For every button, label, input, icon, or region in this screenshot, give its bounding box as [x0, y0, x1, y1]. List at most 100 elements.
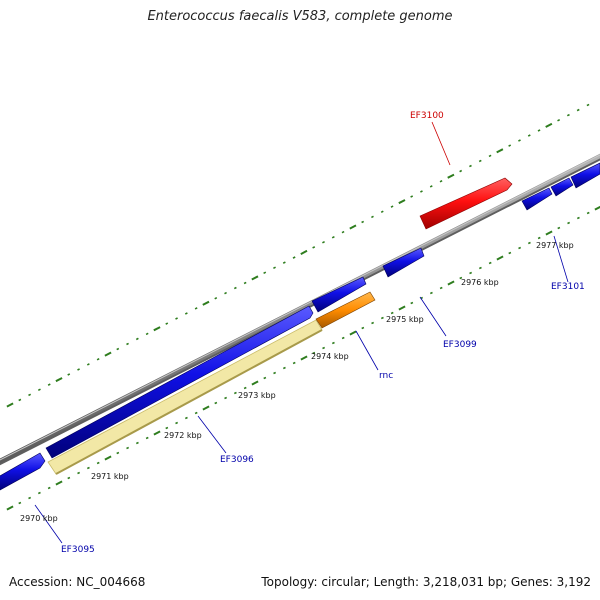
- inner-ring-tick: [251, 380, 259, 386]
- outer-ring-tick: [77, 368, 80, 371]
- inner-ring-tick: [184, 416, 188, 420]
- outer-ring-tick: [488, 154, 492, 158]
- gene-ef3096-arrow[interactable]: [45, 305, 314, 459]
- gene-ef3101-arrow-a[interactable]: [521, 187, 553, 211]
- inner-ring-tick: [126, 446, 130, 450]
- scale-label-2974: 2974 kbp: [311, 352, 349, 361]
- highlight-band-edge: [55, 329, 323, 475]
- leader-ef3100: [431, 121, 451, 166]
- inner-scale-ticks: [6, 205, 600, 511]
- inner-ring-tick: [55, 480, 63, 486]
- inner-ring-tick: [349, 330, 357, 336]
- highlight-band: [47, 319, 323, 475]
- outer-ring-tick: [67, 373, 71, 376]
- leader-ef3101: [553, 235, 569, 283]
- gene-label-ef3101[interactable]: EF3101: [551, 282, 585, 292]
- outer-ring-tick: [165, 322, 169, 325]
- outer-ring-tick: [273, 266, 276, 270]
- inner-ring-tick: [263, 376, 267, 380]
- scale-labels: 2970 kbp 2971 kbp 2972 kbp 2973 kbp 2974…: [20, 241, 574, 523]
- inner-ring-tick: [447, 280, 455, 286]
- inner-ring-tick: [37, 491, 41, 495]
- inner-ring-tick: [18, 501, 22, 505]
- outer-ring-tick: [86, 363, 90, 366]
- inner-ring-tick: [243, 386, 247, 390]
- outer-ring-tick: [429, 185, 433, 188]
- outer-ring-tick: [202, 300, 210, 306]
- outer-ring-tick: [55, 377, 63, 383]
- inner-ring-tick: [518, 246, 522, 250]
- inner-ring-tick: [557, 226, 561, 230]
- gene-ef3101-arrow-c[interactable]: [570, 162, 600, 189]
- inner-ring-tick: [104, 455, 112, 461]
- inner-ring-tick: [300, 355, 308, 361]
- inner-ring-tick: [273, 371, 277, 375]
- outer-ring-tick: [184, 312, 188, 315]
- gene-ef3100-arrow[interactable]: [419, 177, 513, 230]
- inner-ring-tick: [224, 396, 228, 400]
- gene-label-ef3095[interactable]: EF3095: [61, 545, 95, 555]
- inner-ring-tick: [429, 291, 433, 295]
- inner-ring-tick: [6, 505, 14, 511]
- inner-ring-tick: [390, 311, 394, 315]
- scale-label-2976: 2976 kbp: [461, 278, 499, 287]
- outer-scale-ticks: [6, 103, 590, 408]
- gene-ef3101-arrow-b[interactable]: [550, 177, 574, 197]
- inner-ring-tick: [292, 361, 296, 365]
- scale-label-2977: 2977 kbp: [536, 241, 574, 250]
- outer-ring-tick: [153, 326, 161, 332]
- gene-rnc-arrow[interactable]: [315, 291, 376, 329]
- inner-ring-tick: [28, 496, 32, 500]
- outer-ring-tick: [116, 347, 120, 351]
- outer-ring-tick: [214, 296, 218, 300]
- outer-ring-tick: [576, 108, 580, 112]
- inner-ring-tick: [86, 466, 90, 470]
- outer-ring-tick: [390, 205, 394, 208]
- inner-ring-tick: [576, 216, 580, 220]
- gene-label-rnc[interactable]: rnc: [379, 371, 393, 381]
- leader-ef3099: [419, 296, 447, 337]
- outer-ring-tick: [37, 388, 41, 392]
- inner-ring-tick: [322, 346, 326, 350]
- inner-ring-tick: [202, 405, 210, 411]
- gene-label-ef3099[interactable]: EF3099: [443, 340, 477, 350]
- inner-ring-tick: [47, 486, 51, 490]
- topology-summary: Topology: circular; Length: 3,218,031 bp…: [261, 575, 591, 589]
- scale-label-2971: 2971 kbp: [91, 472, 129, 481]
- outer-ring-tick: [312, 246, 316, 249]
- inner-ring-tick: [594, 205, 600, 211]
- leader-rnc: [355, 330, 379, 371]
- outer-ring-tick: [175, 317, 178, 320]
- outer-ring-tick: [545, 122, 553, 128]
- inner-ring-tick: [312, 351, 316, 355]
- gene-label-ef3100[interactable]: EF3100: [410, 111, 444, 121]
- outer-ring-tick: [145, 332, 149, 336]
- outer-ring-tick: [243, 281, 247, 285]
- inner-ring-tick: [282, 366, 286, 370]
- outer-ring-tick: [410, 195, 414, 198]
- leader-ef3095: [34, 504, 63, 544]
- inner-ring-tick: [469, 271, 473, 275]
- scale-label-2972: 2972 kbp: [164, 431, 202, 440]
- leader-ef3096: [197, 415, 227, 454]
- accession-label: Accession: NC_004668: [9, 575, 146, 589]
- outer-ring-tick: [47, 383, 51, 386]
- inner-ring-tick: [153, 430, 161, 436]
- gene-ef3098-arrow[interactable]: [311, 276, 367, 313]
- genome-backbone: [0, 153, 600, 466]
- gene-ef3095-arrow[interactable]: [0, 452, 46, 491]
- outer-ring-tick: [398, 199, 406, 205]
- gene-label-ef3096[interactable]: EF3096: [220, 455, 254, 465]
- gene-ef3099-arrow[interactable]: [382, 247, 425, 278]
- inner-ring-tick: [586, 211, 590, 215]
- outer-ring-tick: [6, 402, 14, 408]
- inner-ring-tick: [380, 316, 384, 320]
- inner-ring-tick: [116, 451, 120, 455]
- outer-ring-tick: [104, 351, 112, 357]
- outer-ring-tick: [447, 173, 455, 179]
- outer-ring-tick: [459, 169, 463, 173]
- outer-ring-tick: [371, 215, 374, 219]
- outer-ring-tick: [508, 144, 512, 147]
- outer-ring-tick: [557, 118, 561, 122]
- outer-ring-tick: [224, 291, 227, 295]
